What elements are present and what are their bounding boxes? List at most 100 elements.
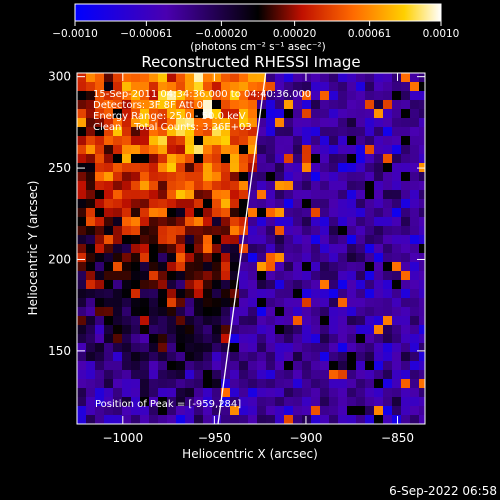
heatmap-pixel: [284, 325, 293, 334]
heatmap-pixel: [392, 127, 401, 136]
heatmap-pixel: [131, 118, 140, 127]
heatmap-pixel: [320, 316, 329, 325]
heatmap-pixel: [203, 208, 212, 217]
heatmap-pixel: [239, 154, 248, 163]
heatmap-pixel: [284, 100, 293, 109]
heatmap-pixel: [410, 163, 419, 172]
heatmap-pixel: [293, 73, 302, 82]
heatmap-pixel: [383, 361, 392, 370]
heatmap-pixel: [338, 316, 347, 325]
heatmap-pixel: [311, 361, 320, 370]
heatmap-pixel: [239, 271, 248, 280]
heatmap-pixel: [149, 154, 158, 163]
heatmap-pixel: [329, 388, 338, 397]
heatmap-pixel: [365, 253, 374, 262]
heatmap-pixel: [194, 235, 203, 244]
heatmap-pixel: [140, 307, 149, 316]
heatmap-pixel: [329, 379, 338, 388]
heatmap-pixel: [410, 109, 419, 118]
heatmap-pixel: [365, 271, 374, 280]
footer-timestamp: 6-Sep-2022 06:58: [389, 484, 497, 498]
heatmap-pixel: [104, 352, 113, 361]
heatmap-pixel: [302, 388, 311, 397]
heatmap-pixel: [185, 280, 194, 289]
heatmap-pixel: [239, 100, 248, 109]
heatmap-pixel: [104, 271, 113, 280]
heatmap-pixel: [266, 235, 275, 244]
heatmap-pixel: [311, 163, 320, 172]
heatmap-pixel: [167, 136, 176, 145]
heatmap-pixel: [284, 244, 293, 253]
heatmap-pixel: [302, 406, 311, 415]
heatmap-pixel: [86, 406, 95, 415]
heatmap-pixel: [212, 406, 221, 415]
heatmap-pixel: [329, 100, 338, 109]
heatmap-pixel: [176, 307, 185, 316]
heatmap-pixel: [176, 370, 185, 379]
heatmap-pixel: [329, 289, 338, 298]
heatmap-pixel: [401, 307, 410, 316]
heatmap-pixel: [167, 91, 176, 100]
heatmap-pixel: [401, 82, 410, 91]
heatmap-pixel: [221, 415, 230, 424]
heatmap-pixel: [257, 163, 266, 172]
heatmap-pixel: [347, 334, 356, 343]
heatmap-pixel: [149, 415, 158, 424]
heatmap-pixel: [122, 397, 131, 406]
heatmap-pixel: [347, 397, 356, 406]
heatmap-pixel: [212, 208, 221, 217]
heatmap-pixel: [230, 136, 239, 145]
heatmap-pixel: [374, 388, 383, 397]
heatmap-pixel: [230, 118, 239, 127]
heatmap-pixel: [275, 235, 284, 244]
heatmap-pixel: [77, 109, 86, 118]
heatmap-pixel: [230, 316, 239, 325]
heatmap-pixel: [95, 181, 104, 190]
heatmap-pixel: [185, 415, 194, 424]
heatmap-pixel: [419, 190, 425, 199]
heatmap-pixel: [302, 73, 311, 82]
heatmap-pixel: [392, 181, 401, 190]
heatmap-pixel: [104, 217, 113, 226]
heatmap-pixel: [194, 307, 203, 316]
heatmap-pixel: [311, 100, 320, 109]
heatmap-pixel: [86, 91, 95, 100]
heatmap-pixel: [248, 379, 257, 388]
heatmap-pixel: [221, 388, 230, 397]
heatmap-pixel: [311, 208, 320, 217]
heatmap-pixel: [86, 271, 95, 280]
heatmap-pixel: [356, 307, 365, 316]
heatmap-pixel: [284, 361, 293, 370]
heatmap-pixel: [167, 73, 176, 82]
heatmap-pixel: [311, 118, 320, 127]
heatmap-pixel: [122, 235, 131, 244]
heatmap-pixel: [185, 316, 194, 325]
heatmap-pixel: [95, 370, 104, 379]
heatmap-pixel: [239, 334, 248, 343]
heatmap-pixel: [194, 397, 203, 406]
heatmap-pixel: [374, 136, 383, 145]
heatmap-pixel: [311, 334, 320, 343]
heatmap-pixel: [410, 379, 419, 388]
heatmap-pixel: [239, 262, 248, 271]
heatmap-pixel: [185, 208, 194, 217]
heatmap-pixel: [122, 262, 131, 271]
heatmap-pixel: [176, 343, 185, 352]
heatmap-pixel: [167, 361, 176, 370]
heatmap-pixel: [194, 298, 203, 307]
heatmap-pixel: [230, 271, 239, 280]
heatmap-pixel: [329, 127, 338, 136]
heatmap-pixel: [347, 316, 356, 325]
heatmap-pixel: [158, 109, 167, 118]
heatmap-pixel: [194, 91, 203, 100]
heatmap-pixel: [221, 100, 230, 109]
heatmap-pixel: [113, 415, 122, 424]
heatmap-pixel: [266, 316, 275, 325]
heatmap-pixel: [311, 172, 320, 181]
heatmap-pixel: [203, 271, 212, 280]
heatmap-pixel: [122, 226, 131, 235]
heatmap-pixel: [77, 181, 86, 190]
heatmap-pixel: [401, 118, 410, 127]
heatmap-pixel: [230, 343, 239, 352]
heatmap-pixel: [131, 289, 140, 298]
